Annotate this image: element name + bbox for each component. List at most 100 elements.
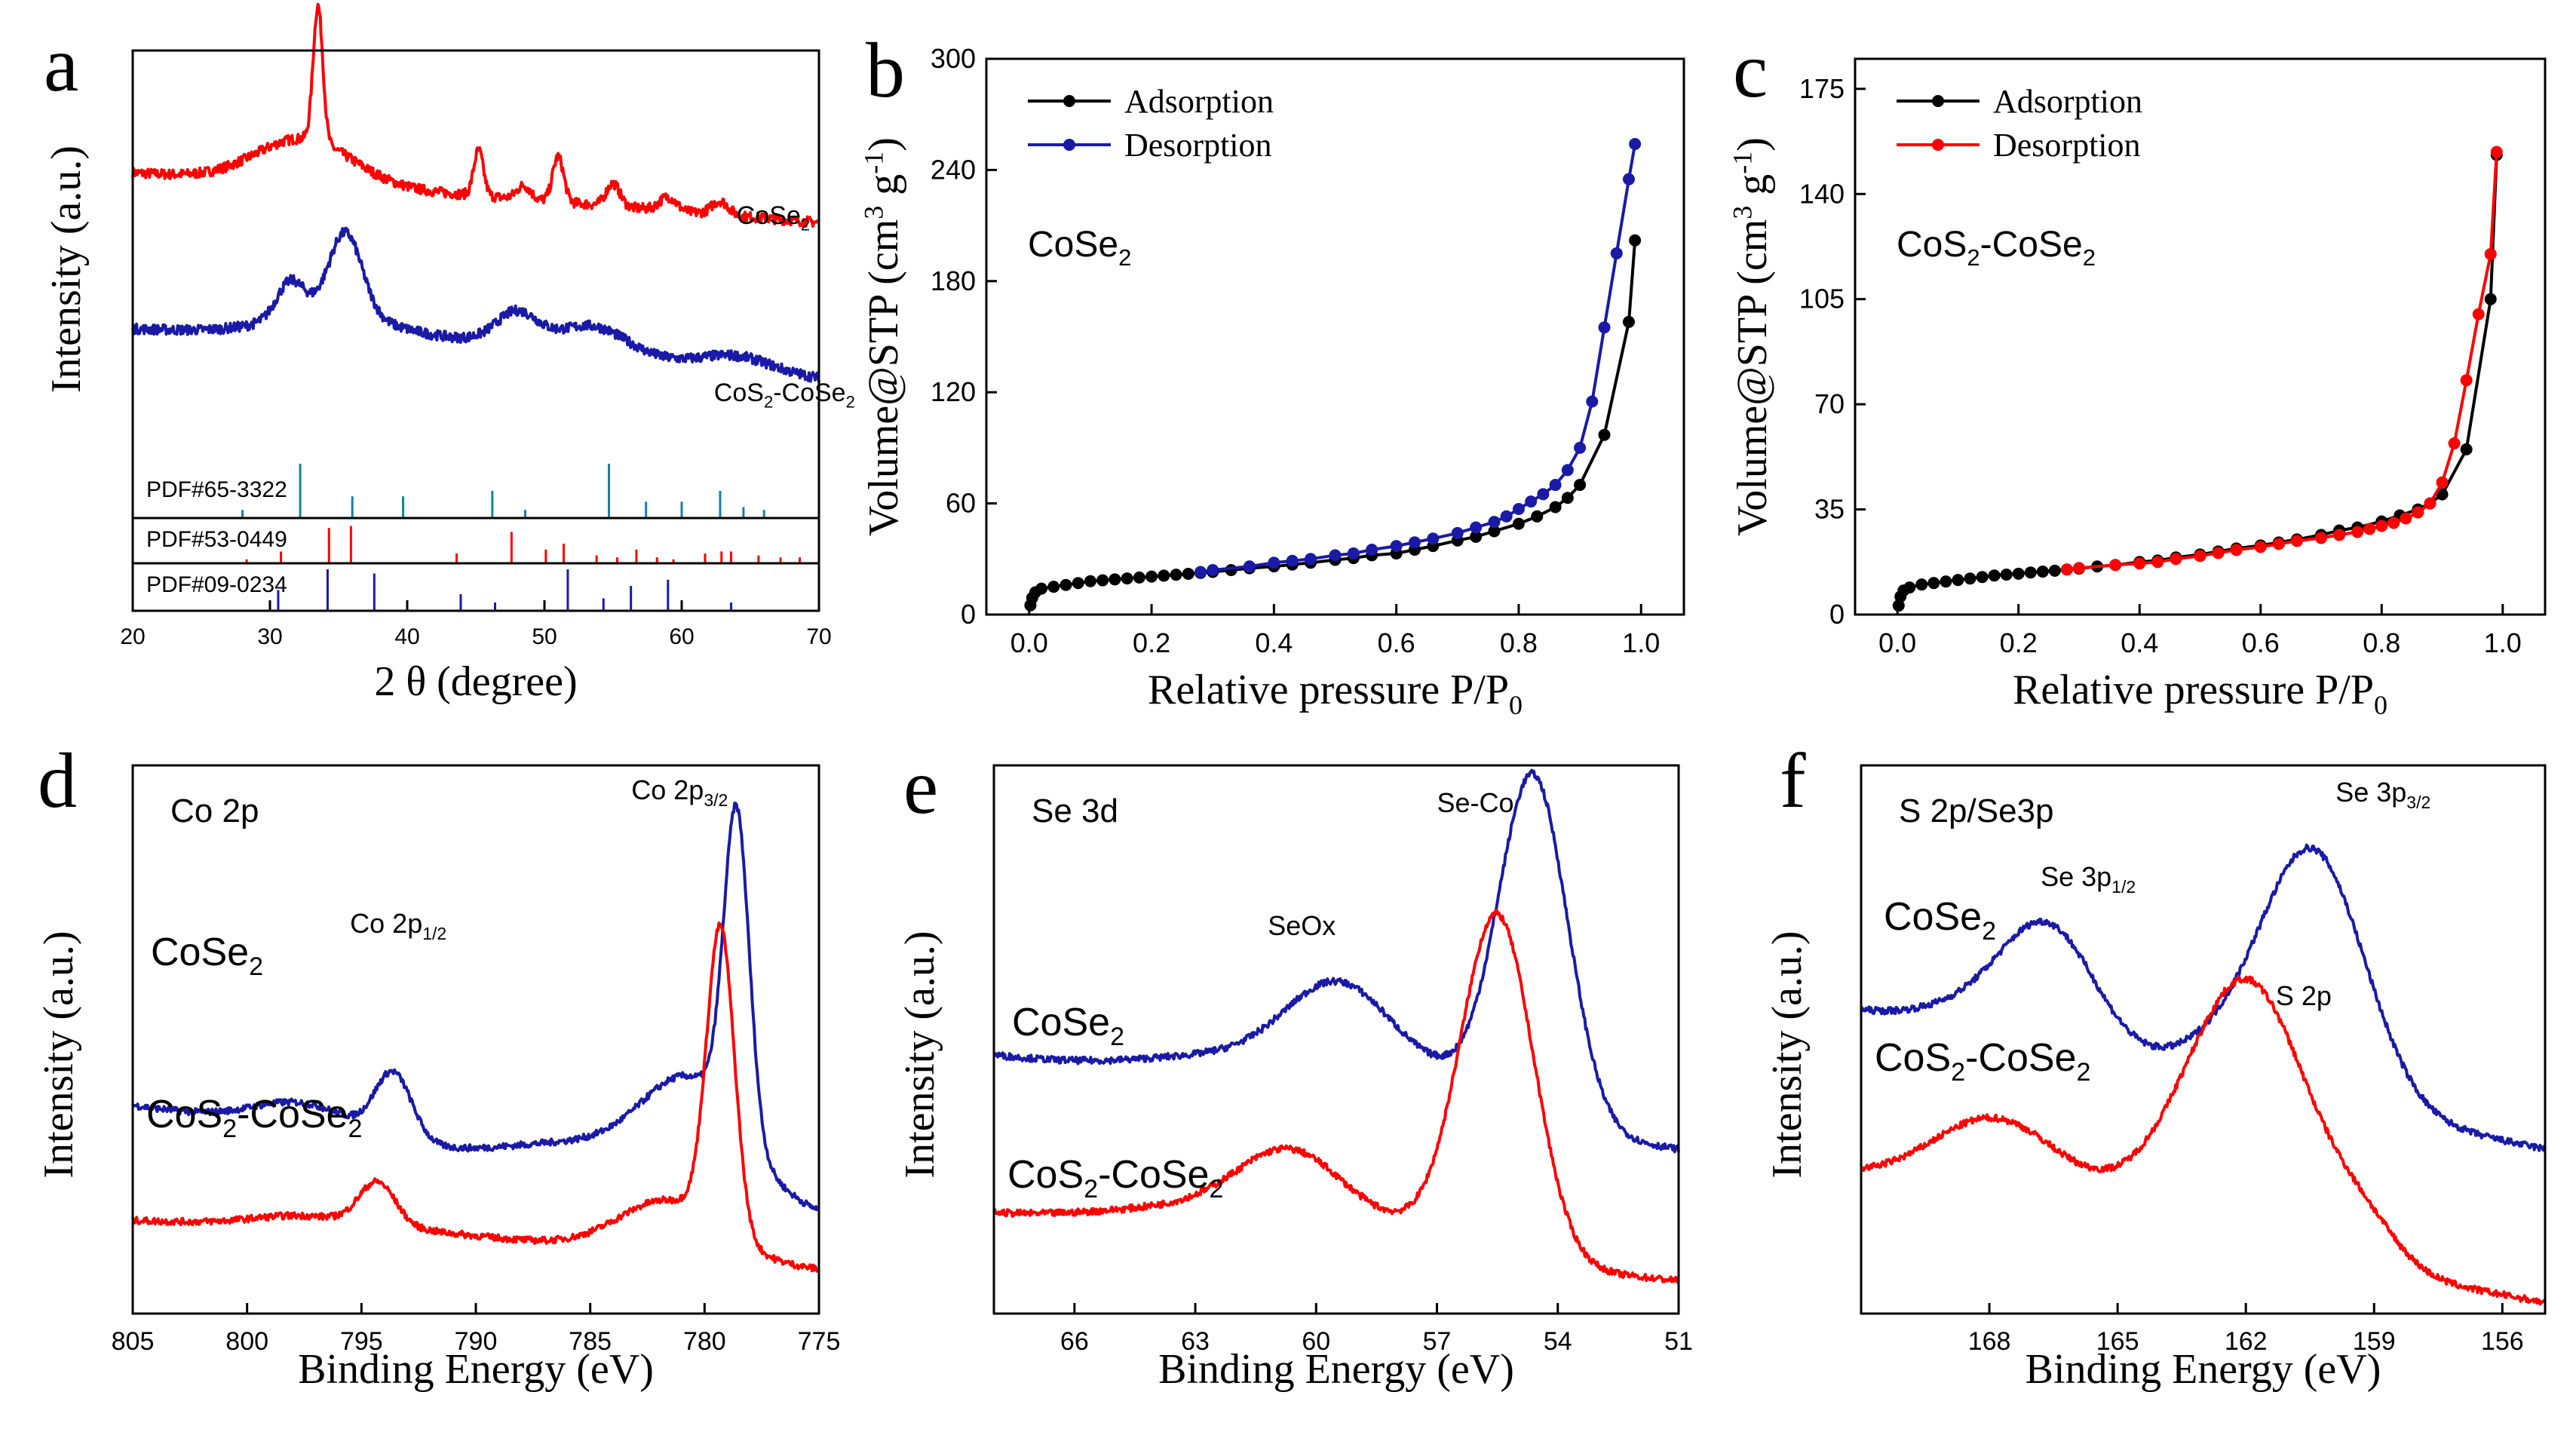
label-cos2-cose2-part: -CoSe [1098, 1153, 1209, 1197]
spectrum-title: S 2p/Se3p [1899, 793, 2054, 829]
annotation-co2p32-part: Co 2p [631, 774, 704, 805]
x-tick-label: 0.8 [1500, 627, 1538, 658]
data-point-desorption [1512, 502, 1525, 515]
x-tick-label: 70 [806, 624, 831, 649]
y-axis-label-part: -1 [858, 152, 888, 174]
legend-label: Adsorption [1993, 83, 2142, 120]
data-point-adsorption [1549, 501, 1562, 514]
panel-e: e 66 63 60 57 54 51 Binding Energy (eV) Intensit… [897, 744, 1693, 1393]
sample-label-part: CoS [1897, 225, 1967, 265]
annotation-co2p12-part: 1/2 [422, 924, 446, 943]
data-point-desorption [2151, 556, 2164, 569]
x-tick-label: 0.2 [2000, 627, 2038, 658]
data-point-desorption [2472, 308, 2485, 320]
label-cos2-cose2-part: -CoSe [237, 1093, 348, 1136]
data-point-desorption [1243, 560, 1256, 573]
label-cose2: CoSe2 [737, 201, 810, 235]
data-point-desorption [2272, 538, 2285, 550]
data-point-adsorption [1512, 517, 1525, 530]
y-tick-label: 180 [931, 265, 976, 296]
x-tick-label: 168 [1968, 1327, 2011, 1356]
data-point-desorption [1194, 566, 1207, 578]
data-point-desorption [2315, 532, 2328, 544]
data-point-adsorption [1927, 577, 1940, 590]
data-point-adsorption [1158, 569, 1170, 582]
data-point-desorption [2254, 541, 2267, 553]
label-cos2-cose2-part: 2 [846, 393, 855, 412]
data-point-adsorption [1047, 581, 1060, 593]
annotation-se3p32: Se 3p3/2 [2335, 777, 2430, 812]
series-line-adsorption [1897, 155, 2498, 606]
label-cose2: CoSe2 [151, 931, 263, 981]
legend-label: Desorption [1124, 127, 1272, 164]
data-point-desorption [1598, 321, 1611, 334]
y-axis-label-part: Volume@STP (cm [1729, 219, 1776, 536]
label-cose2-part: CoSe [737, 201, 801, 230]
data-point-desorption [2436, 476, 2449, 489]
label-cose2: CoSe2 [1884, 895, 1996, 946]
x-tick-label: 0.8 [2363, 627, 2400, 658]
x-axis-label: 2 θ (degree) [374, 658, 577, 705]
data-point-desorption [1622, 173, 1635, 185]
data-point-desorption [1390, 540, 1403, 553]
legend-marker [1932, 95, 1944, 107]
y-axis-label-part: Volume@STP (cm [860, 219, 907, 536]
label-cos2-cose2-part: 2 [2076, 1058, 2090, 1087]
data-point-desorption [2333, 529, 2346, 541]
data-point-adsorption [1531, 510, 1544, 523]
annotation-se3p32-part: Se 3p [2335, 777, 2406, 808]
data-point-desorption [1629, 138, 1642, 151]
plot-frame [985, 57, 1685, 616]
y-axis-label: Volume@STP (cm3 g-1) [858, 137, 907, 536]
x-tick-label: 800 [225, 1327, 268, 1356]
data-point-adsorption [1988, 569, 2001, 582]
label-cos2-cose2-part: 2 [1084, 1175, 1098, 1203]
legend-marker [1063, 95, 1075, 107]
plot-frame [1860, 764, 2547, 1315]
panel-b: b 0.0 0.2 0.4 0.6 0.8 1.0 0 60 120 180 240 300 Adsorp… [858, 27, 1685, 720]
sample-label: CoS2-CoSe2 [1897, 225, 2096, 271]
data-point-adsorption [1470, 530, 1483, 543]
x-tick-label: 60 [1302, 1327, 1330, 1356]
y-axis-label: Intensity (a.u.) [1764, 931, 1811, 1178]
x-axis-label-part: 0 [1509, 690, 1523, 720]
label-cos2-cose2: CoS2-CoSe2 [1875, 1036, 2090, 1087]
data-point-desorption [1525, 495, 1538, 508]
y-axis-label-part: ) [860, 137, 907, 152]
spectrum-title: Se 3d [1032, 793, 1118, 829]
label-cos2-cose2-part: CoS [1875, 1036, 1951, 1080]
panel-c: c 0.0 0.2 0.4 0.6 0.8 1.0 0 35 70 105 140 175 Adsorpt… [1727, 27, 2547, 720]
y-tick-label: 105 [1799, 284, 1845, 314]
data-point-adsorption [1121, 572, 1133, 585]
ref-label: PDF#65-3322 [146, 477, 287, 502]
data-point-adsorption [1109, 573, 1121, 586]
x-tick-label: 40 [394, 624, 419, 649]
label-cos2-cose2-part: CoS [146, 1093, 222, 1136]
panel-label-a: a [44, 21, 78, 108]
label-cose2-part: 2 [801, 216, 810, 235]
x-tick-label: 66 [1060, 1327, 1089, 1356]
x-tick-label: 805 [112, 1327, 155, 1356]
y-tick-label: 60 [946, 488, 976, 519]
data-point-adsorption [1170, 569, 1182, 581]
data-point-desorption [2375, 520, 2388, 532]
x-tick-label: 57 [1423, 1327, 1452, 1356]
y-tick-label: 140 [1799, 178, 1845, 209]
x-axis-label: Binding Energy (eV) [2026, 1346, 2381, 1393]
data-point-adsorption [1629, 234, 1642, 247]
label-cose2-part: CoSe [151, 931, 249, 974]
x-tick-label: 0.4 [1255, 627, 1293, 658]
data-point-adsorption [2000, 569, 2013, 581]
y-axis-label-part: g [1729, 174, 1776, 206]
data-point-desorption [2484, 247, 2497, 260]
y-axis-label-part: ) [1729, 137, 1776, 152]
data-point-adsorption [1976, 571, 1989, 584]
data-point-desorption [1207, 564, 1219, 577]
panel-d: d 805 800 795 790 785 780 775 Binding Energy (eV… [35, 737, 840, 1393]
data-point-adsorption [1892, 599, 1905, 612]
data-point-desorption [2060, 563, 2073, 576]
sample-label-part: CoSe [1028, 225, 1118, 265]
x-tick-label: 0.0 [1878, 627, 1916, 658]
x-tick-label: 20 [120, 624, 145, 649]
x-tick-label: 51 [1664, 1327, 1693, 1356]
